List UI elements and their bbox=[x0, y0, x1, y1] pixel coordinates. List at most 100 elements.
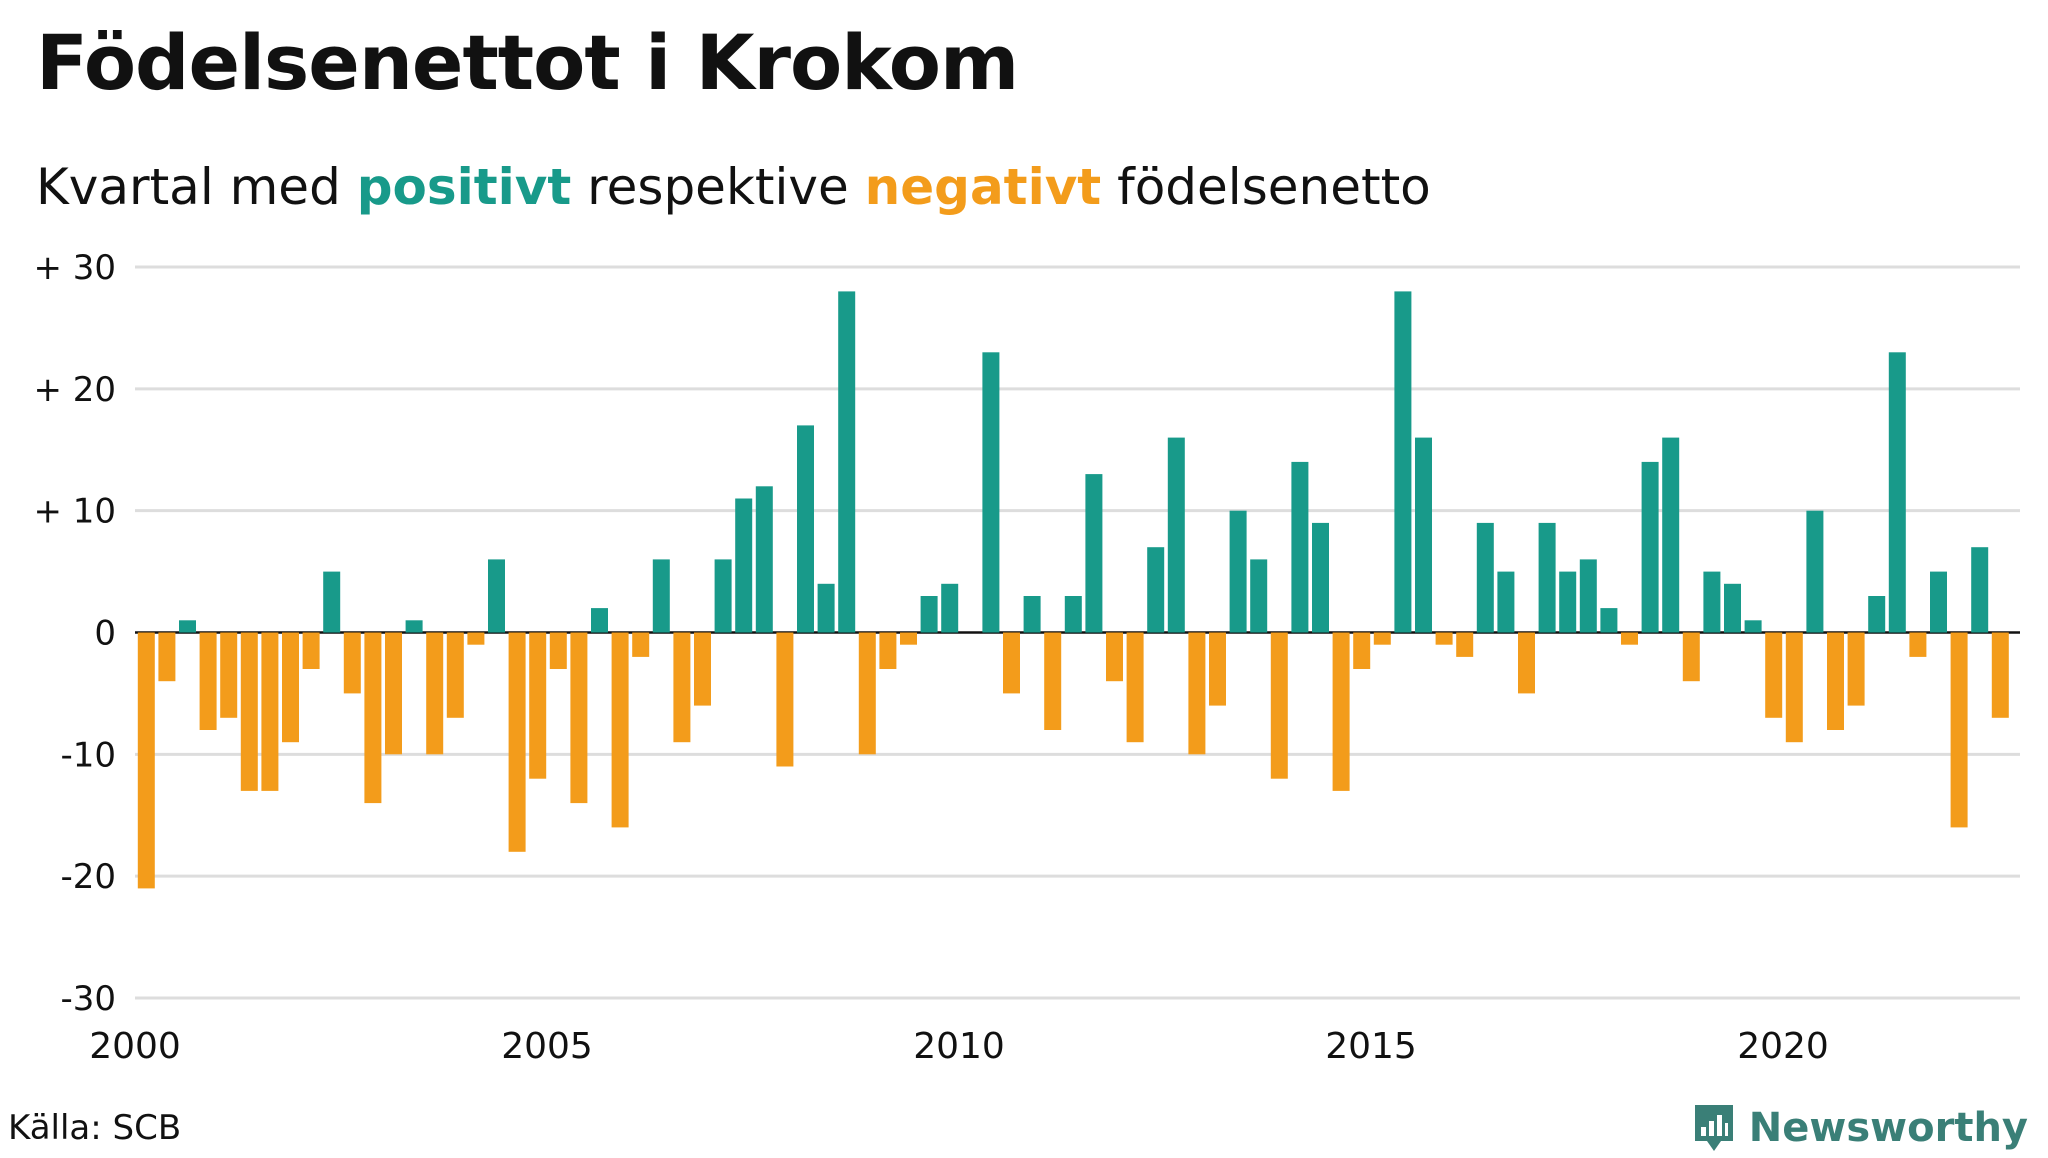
bar-negative bbox=[1682, 632, 1700, 682]
bar-negative bbox=[1950, 632, 1968, 828]
bar-positive bbox=[982, 352, 1000, 633]
bar-negative bbox=[343, 632, 361, 694]
bar-negative bbox=[282, 632, 299, 743]
bar-negative bbox=[673, 632, 691, 743]
bar-negative bbox=[1847, 632, 1865, 706]
bar-negative bbox=[1188, 632, 1206, 755]
bar-negative bbox=[1991, 632, 2009, 718]
bar-positive bbox=[1868, 596, 1886, 633]
bar-negative bbox=[1827, 632, 1844, 730]
bar-positive bbox=[1497, 571, 1515, 633]
bar-positive bbox=[755, 486, 773, 633]
y-tick-label: -30 bbox=[60, 979, 116, 1019]
x-tick-label: 2005 bbox=[501, 1026, 593, 1067]
bar-negative bbox=[220, 632, 238, 718]
bar-negative bbox=[240, 632, 258, 791]
bar-negative bbox=[1209, 632, 1226, 706]
bar-negative bbox=[632, 632, 650, 657]
subtitle-negative: negativt bbox=[864, 158, 1102, 216]
bar-negative bbox=[858, 632, 876, 755]
x-tick-label: 2020 bbox=[1737, 1026, 1829, 1067]
bar-positive bbox=[405, 620, 423, 633]
bar-positive bbox=[1971, 547, 1989, 633]
y-tick-label: + 20 bbox=[33, 370, 116, 410]
bar-negative bbox=[302, 632, 320, 669]
bar-positive bbox=[1415, 437, 1432, 633]
bar-positive bbox=[1744, 620, 1762, 633]
bar-positive bbox=[1930, 571, 1947, 633]
bar-negative bbox=[137, 632, 155, 889]
bar-positive bbox=[1250, 559, 1268, 633]
newsworthy-logo-icon bbox=[1694, 1105, 1733, 1151]
chart-subtitle: Kvartal med positivt respektive negativt… bbox=[36, 158, 1431, 216]
bar-positive bbox=[797, 425, 814, 633]
bar-negative bbox=[1044, 632, 1062, 730]
bar-negative bbox=[364, 632, 382, 804]
bar-positive bbox=[1538, 522, 1556, 633]
chart-title: Födelsenettot i Krokom bbox=[36, 18, 1019, 107]
bar-negative bbox=[1435, 632, 1453, 645]
bar-negative bbox=[1126, 632, 1144, 743]
bar-positive bbox=[1147, 547, 1165, 633]
bar-positive bbox=[1291, 461, 1309, 633]
bar-positive bbox=[1394, 291, 1412, 633]
bar-negative bbox=[900, 632, 917, 645]
bar-positive bbox=[1662, 437, 1680, 633]
bar-positive bbox=[1888, 352, 1906, 633]
bar-positive bbox=[1023, 596, 1041, 633]
bar-negative bbox=[158, 632, 176, 682]
bar-positive bbox=[488, 559, 505, 633]
bar-negative bbox=[1332, 632, 1350, 791]
bar-negative bbox=[199, 632, 217, 730]
subtitle-middle: respektive bbox=[571, 158, 865, 216]
bar-positive bbox=[179, 620, 196, 633]
bar-negative bbox=[1909, 632, 1927, 657]
bar-positive bbox=[1312, 522, 1329, 633]
bar-negative bbox=[549, 632, 567, 669]
bar-negative bbox=[1456, 632, 1474, 657]
bar-negative bbox=[1765, 632, 1783, 718]
bar-negative bbox=[1373, 632, 1391, 645]
subtitle-positive: positivt bbox=[356, 158, 572, 216]
bar-negative bbox=[426, 632, 444, 755]
x-tick-label: 2000 bbox=[89, 1026, 181, 1067]
y-tick-label: -10 bbox=[60, 735, 116, 775]
bar-negative bbox=[1106, 632, 1123, 682]
bar-negative bbox=[1003, 632, 1020, 694]
bar-positive bbox=[1579, 559, 1597, 633]
bar-negative bbox=[261, 632, 279, 791]
x-tick-label: 2010 bbox=[913, 1026, 1005, 1067]
y-axis: + 30 + 20 + 10 0 -10 -20 -30 bbox=[33, 248, 116, 1019]
bar-negative bbox=[694, 632, 711, 706]
bar-positive bbox=[735, 498, 753, 633]
bar-negative bbox=[1353, 632, 1371, 669]
bars bbox=[137, 291, 2009, 889]
bar-positive bbox=[591, 608, 608, 633]
x-axis: 2000 2005 2010 2015 2020 bbox=[89, 1026, 1829, 1067]
bar-negative bbox=[529, 632, 547, 779]
bar-positive bbox=[1806, 510, 1824, 633]
brand-logo[interactable]: Newsworthy bbox=[1691, 1098, 2028, 1158]
y-tick-label: + 10 bbox=[33, 492, 116, 532]
bar-positive bbox=[1229, 510, 1247, 633]
bar-negative bbox=[467, 632, 485, 645]
bar-positive bbox=[1600, 608, 1618, 633]
x-tick-label: 2015 bbox=[1325, 1026, 1417, 1067]
bar-positive bbox=[838, 291, 856, 633]
brand-name: Newsworthy bbox=[1748, 1105, 2028, 1151]
bar-positive bbox=[920, 596, 938, 633]
bar-positive bbox=[1167, 437, 1185, 633]
bar-positive bbox=[323, 571, 341, 633]
subtitle-prefix: Kvartal med bbox=[36, 158, 357, 216]
bar-negative bbox=[879, 632, 897, 669]
bar-negative bbox=[446, 632, 464, 718]
bar-negative bbox=[1621, 632, 1638, 645]
bar-positive bbox=[1476, 522, 1494, 633]
y-tick-label: -20 bbox=[60, 857, 116, 897]
bar-negative bbox=[385, 632, 402, 755]
bar-positive bbox=[941, 583, 959, 633]
bar-negative bbox=[1785, 632, 1803, 743]
bar-positive bbox=[1724, 583, 1741, 633]
source-note: Källa: SCB bbox=[8, 1108, 182, 1148]
bar-positive bbox=[1559, 571, 1577, 633]
